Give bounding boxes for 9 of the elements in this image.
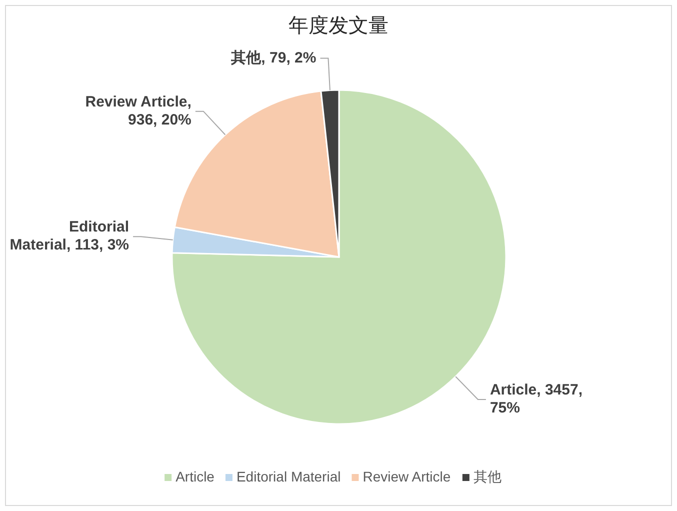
- legend-label: Editorial Material: [236, 468, 341, 485]
- data-label: 其他, 79, 2%: [230, 49, 316, 66]
- data-label: Article, 3457, 75%: [490, 381, 583, 416]
- legend-label: Article: [176, 468, 215, 485]
- legend-label: Review Article: [362, 468, 451, 485]
- data-label: Review Article, 936, 20%: [85, 93, 192, 128]
- legend-label: 其他: [473, 468, 502, 485]
- chart-title: 年度发文量: [288, 15, 388, 37]
- data-label: Editorial Material, 113, 3%: [10, 218, 130, 254]
